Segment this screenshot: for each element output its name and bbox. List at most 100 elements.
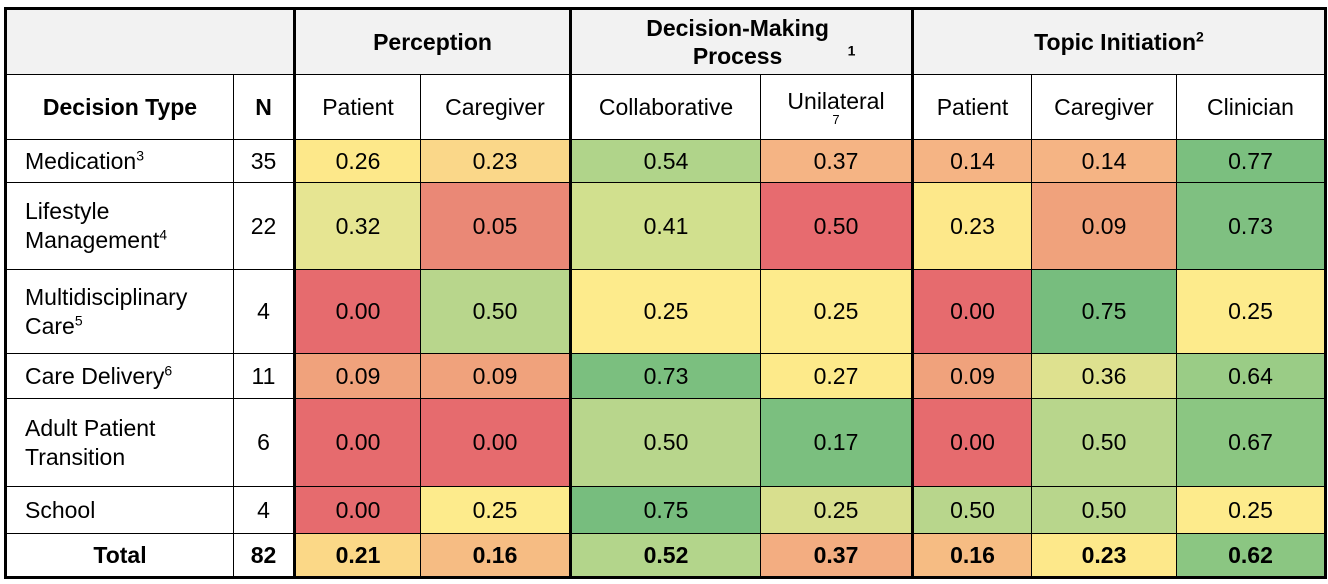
group-perception-label: Perception [373, 29, 492, 55]
total-value-cell: 0.21 [293, 533, 421, 578]
decision-table-container: Perception Decision-Making Process 1 Topi… [4, 7, 1327, 579]
group-topic-initiation: Topic Initiation2 [911, 8, 1326, 75]
col-decision-type: Decision Type [5, 74, 234, 140]
value-cell: 0.50 [760, 182, 913, 270]
row-label-line1: Lifestyle [25, 198, 110, 224]
footnote-marker: 3 [136, 146, 145, 163]
value-cell: 0.50 [1031, 486, 1177, 534]
total-value-cell: 0.16 [420, 533, 571, 578]
total-value-cell: 0.23 [1031, 533, 1177, 578]
col-perception-patient: Patient [293, 74, 421, 140]
table-row: Care Delivery6 11 0.09 0.09 0.73 0.27 0.… [5, 353, 1326, 399]
n-value: 4 [233, 486, 295, 534]
value-cell: 0.54 [569, 139, 761, 183]
value-cell: 0.37 [760, 139, 913, 183]
total-label: Total [5, 533, 234, 578]
total-value-cell: 0.16 [911, 533, 1032, 578]
value-cell: 0.25 [420, 486, 571, 534]
value-cell: 0.00 [911, 269, 1032, 354]
row-label: Lifestyle Management4 [5, 182, 234, 270]
group-topic-initiation-label: Topic Initiation [1034, 29, 1197, 55]
value-cell: 0.50 [420, 269, 571, 354]
value-cell: 0.50 [911, 486, 1032, 534]
group-decision-making: Decision-Making Process 1 [569, 8, 913, 75]
group-perception: Perception [293, 8, 571, 75]
table-row: School 4 0.00 0.25 0.75 0.25 0.50 0.50 0… [5, 486, 1326, 534]
value-cell: 0.50 [1031, 398, 1177, 487]
row-label: School [5, 486, 234, 534]
value-cell: 0.27 [760, 353, 913, 399]
row-label-line2: Care [25, 312, 75, 339]
col-perception-caregiver: Caregiver [420, 74, 571, 140]
group-header-row: Perception Decision-Making Process 1 Topi… [5, 8, 1326, 75]
row-label-text: Care Delivery [25, 362, 165, 389]
row-label-line1: Adult Patient [25, 414, 156, 441]
row-label-text: Medication [25, 147, 137, 174]
value-cell: 0.23 [911, 182, 1032, 270]
value-cell: 0.17 [760, 398, 913, 487]
row-label-line2: Management [25, 227, 160, 253]
table-row: Multidisciplinary Care5 4 0.00 0.50 0.25 … [5, 269, 1326, 354]
table-row: Medication3 35 0.26 0.23 0.54 0.37 0.14 … [5, 139, 1326, 183]
value-cell: 0.73 [1176, 182, 1326, 270]
value-cell: 0.00 [420, 398, 571, 487]
value-cell: 0.32 [293, 182, 421, 270]
value-cell: 0.75 [1031, 269, 1177, 354]
row-label: Multidisciplinary Care5 [5, 269, 234, 354]
row-label: Care Delivery6 [5, 353, 234, 399]
total-value-cell: 0.62 [1176, 533, 1326, 578]
value-cell: 0.67 [1176, 398, 1326, 487]
footnote-marker: 7 [832, 111, 840, 127]
value-cell: 0.73 [569, 353, 761, 399]
col-topic-patient: Patient [911, 74, 1032, 140]
value-cell: 0.41 [569, 182, 761, 270]
value-cell: 0.00 [911, 398, 1032, 487]
value-cell: 0.25 [1176, 486, 1326, 534]
n-value: 11 [233, 353, 295, 399]
table-row: Lifestyle Management4 22 0.32 0.05 0.41 0… [5, 182, 1326, 270]
value-cell: 0.00 [293, 398, 421, 487]
total-n-value: 82 [233, 533, 295, 578]
value-cell: 0.50 [569, 398, 761, 487]
n-value: 35 [233, 139, 295, 183]
value-cell: 0.23 [420, 139, 571, 183]
value-cell: 0.14 [911, 139, 1032, 183]
col-unilateral: Unilateral 7 [760, 74, 913, 140]
value-cell: 0.09 [1031, 182, 1177, 270]
value-cell: 0.09 [293, 353, 421, 399]
value-cell: 0.77 [1176, 139, 1326, 183]
table-row: Adult Patient Transition 6 0.00 0.00 0.50… [5, 398, 1326, 487]
value-cell: 0.25 [760, 269, 913, 354]
row-label-text: School [25, 496, 96, 523]
total-value-cell: 0.52 [569, 533, 761, 578]
col-clinician: Clinician [1176, 74, 1326, 140]
empty-corner-cell [5, 8, 295, 75]
footnote-marker: 6 [164, 361, 173, 378]
footnote-marker: 2 [1196, 28, 1204, 45]
col-n: N [233, 74, 295, 140]
n-value: 4 [233, 269, 295, 354]
value-cell: 0.00 [293, 269, 421, 354]
decision-heatmap-table: Perception Decision-Making Process 1 Topi… [4, 7, 1327, 579]
value-cell: 0.36 [1031, 353, 1177, 399]
n-value: 6 [233, 398, 295, 487]
col-unilateral-label: Unilateral [787, 87, 885, 114]
value-cell: 0.64 [1176, 353, 1326, 399]
total-value-cell: 0.37 [760, 533, 913, 578]
footnote-marker: 4 [159, 226, 168, 243]
group-decision-making-label: Decision-Making Process [646, 15, 829, 69]
value-cell: 0.26 [293, 139, 421, 183]
row-label: Medication3 [5, 139, 234, 183]
footnote-marker: 5 [74, 311, 83, 328]
value-cell: 0.25 [760, 486, 913, 534]
row-label-line2: Transition [25, 443, 126, 470]
value-cell: 0.00 [293, 486, 421, 534]
col-topic-caregiver: Caregiver [1031, 74, 1177, 140]
row-label-line1: Multidisciplinary [25, 283, 188, 310]
value-cell: 0.09 [911, 353, 1032, 399]
value-cell: 0.05 [420, 182, 571, 270]
value-cell: 0.14 [1031, 139, 1177, 183]
value-cell: 0.09 [420, 353, 571, 399]
value-cell: 0.25 [1176, 269, 1326, 354]
total-row: Total 82 0.21 0.16 0.52 0.37 0.16 0.23 0… [5, 533, 1326, 578]
